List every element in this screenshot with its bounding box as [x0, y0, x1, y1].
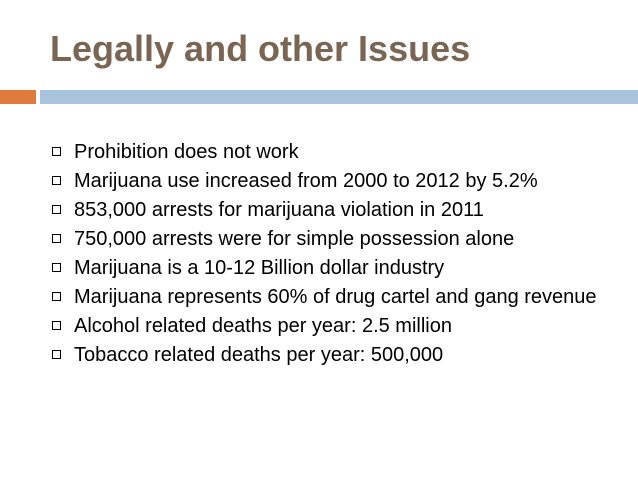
bullet-text: Marijuana use increased from 2000 to 201… [74, 170, 538, 192]
bullet-text: Alcohol related deaths per year: 2.5 mil… [74, 315, 452, 337]
square-bullet-icon [52, 350, 61, 359]
bullet-text: Marijuana represents 60% of drug cartel … [74, 286, 597, 308]
square-bullet-icon [52, 176, 61, 185]
bullet-item: Marijuana is a 10-12 Billion dollar indu… [52, 258, 612, 279]
bullet-text: Marijuana is a 10-12 Billion dollar indu… [74, 257, 445, 279]
bullet-item: Tobacco related deaths per year: 500,000 [52, 345, 612, 366]
bullet-text: 750,000 arrests were for simple possessi… [74, 228, 515, 250]
bullet-item: Marijuana use increased from 2000 to 201… [52, 171, 612, 192]
bullet-item: 853,000 arrests for marijuana violation … [52, 200, 612, 221]
bullet-item: Alcohol related deaths per year: 2.5 mil… [52, 316, 612, 337]
square-bullet-icon [52, 147, 61, 156]
square-bullet-icon [52, 234, 61, 243]
slide-title: Legally and other Issues [50, 28, 471, 69]
bullet-text: Tobacco related deaths per year: 500,000 [74, 344, 444, 366]
bullet-item: 750,000 arrests were for simple possessi… [52, 229, 612, 250]
bullet-text: 853,000 arrests for marijuana violation … [74, 199, 484, 221]
square-bullet-icon [52, 321, 61, 330]
bullet-text: Prohibition does not work [74, 141, 299, 163]
bullet-list: Prohibition does not work Marijuana use … [52, 142, 612, 374]
square-bullet-icon [52, 292, 61, 301]
title-underline-bar [40, 90, 638, 104]
square-bullet-icon [52, 205, 61, 214]
title-accent-bar [0, 90, 36, 104]
bullet-item: Prohibition does not work [52, 142, 612, 163]
square-bullet-icon [52, 263, 61, 272]
bullet-item: Marijuana represents 60% of drug cartel … [52, 287, 612, 308]
